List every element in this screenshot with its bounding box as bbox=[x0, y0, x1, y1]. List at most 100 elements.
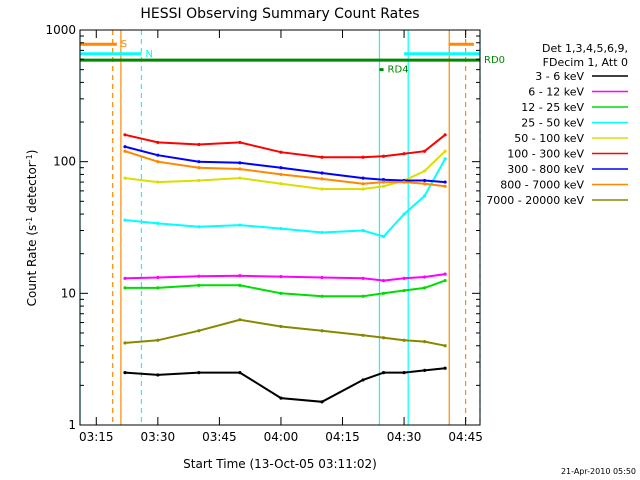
series-line bbox=[125, 279, 446, 298]
series-point bbox=[443, 149, 447, 153]
legend-item-label: 300 - 800 keV bbox=[507, 163, 584, 176]
series-point bbox=[381, 178, 386, 182]
x-tick-label: 03:30 bbox=[141, 430, 176, 444]
series-point bbox=[197, 142, 201, 147]
x-tick-label: 04:30 bbox=[387, 430, 422, 444]
y-tick-label: 1 bbox=[68, 418, 76, 432]
generation-date: 21-Apr-2010 05:50 bbox=[561, 467, 636, 476]
series-point bbox=[279, 166, 283, 170]
series-point bbox=[361, 333, 365, 337]
series-point bbox=[361, 294, 365, 298]
series-point bbox=[422, 182, 427, 186]
flag-label: S bbox=[121, 39, 127, 50]
y-axis-label-superscript: -1 bbox=[25, 154, 34, 162]
series-point bbox=[123, 133, 127, 137]
series-point bbox=[381, 180, 386, 184]
series-point bbox=[443, 272, 447, 276]
series-point bbox=[197, 166, 201, 170]
legend-header-line-1: Det 1,3,4,5,6,9, bbox=[542, 42, 628, 55]
series-point bbox=[123, 145, 127, 149]
series-point bbox=[422, 339, 427, 344]
series-point bbox=[443, 344, 447, 348]
series-line bbox=[124, 318, 446, 347]
series-point bbox=[156, 286, 160, 290]
legend-item-label: 25 - 50 keV bbox=[521, 117, 584, 130]
legend: Det 1,3,4,5,6,9, FDecim 1, Att 0 3 - 6 k… bbox=[486, 42, 628, 207]
x-tick-label: 04:15 bbox=[325, 430, 360, 444]
y-axis-label-part: detector bbox=[25, 162, 39, 217]
series-point bbox=[320, 329, 324, 333]
series-point bbox=[197, 329, 201, 333]
series-point bbox=[320, 400, 324, 404]
series-point bbox=[279, 227, 283, 231]
series-point bbox=[123, 276, 127, 280]
x-tick-label: 04:45 bbox=[448, 430, 483, 444]
legend-item-label: 800 - 7000 keV bbox=[500, 179, 584, 192]
series-point bbox=[361, 276, 365, 280]
series-point bbox=[238, 274, 242, 278]
series-point bbox=[381, 184, 386, 188]
series-point bbox=[422, 149, 427, 153]
series-point bbox=[402, 276, 406, 280]
series-line bbox=[124, 273, 446, 282]
series-point bbox=[156, 153, 160, 157]
series-point bbox=[197, 371, 201, 375]
series-point bbox=[361, 182, 365, 186]
legend-item-label: 7000 - 20000 keV bbox=[486, 194, 584, 207]
series-layer bbox=[123, 133, 447, 404]
series-point bbox=[443, 133, 447, 137]
series-point bbox=[156, 140, 160, 145]
series-point bbox=[123, 218, 127, 222]
series-point bbox=[156, 373, 160, 377]
series-point bbox=[422, 275, 427, 279]
series-point bbox=[279, 291, 283, 295]
series-point bbox=[238, 223, 242, 227]
series-point bbox=[197, 274, 201, 278]
series-point bbox=[123, 149, 127, 153]
series-point bbox=[279, 182, 283, 186]
series-point bbox=[156, 160, 160, 164]
series-point bbox=[381, 278, 386, 283]
series-point bbox=[422, 368, 427, 372]
legend-header-line-2: FDecim 1, Att 0 bbox=[543, 56, 628, 69]
series-line bbox=[124, 158, 446, 238]
series-point bbox=[320, 177, 324, 181]
series-point bbox=[320, 275, 324, 280]
series-point bbox=[320, 155, 324, 159]
legend-item-label: 6 - 12 keV bbox=[528, 86, 584, 99]
series-point bbox=[123, 371, 127, 375]
flag-layer: S N RD0 RD4 bbox=[80, 39, 505, 76]
series-point bbox=[361, 228, 365, 233]
series-point bbox=[279, 396, 283, 400]
series-point bbox=[320, 294, 324, 298]
series-point bbox=[381, 291, 386, 295]
series-point bbox=[422, 194, 427, 198]
series-point bbox=[402, 288, 406, 293]
series-point bbox=[381, 336, 386, 340]
series-point bbox=[361, 155, 365, 159]
series-point bbox=[279, 150, 283, 154]
series-point bbox=[279, 274, 283, 279]
series-point bbox=[123, 341, 127, 345]
y-axis-label: Count Rate (s-1 detector-1) bbox=[25, 150, 40, 307]
x-axis-label: Start Time (13-Oct-05 03:11:02) bbox=[183, 457, 377, 471]
tick-layer: 03:15 03:30 03:45 04:00 04:15 04:30 04:45 1 10 10… bbox=[45, 23, 482, 444]
x-tick-label: 04:00 bbox=[264, 430, 299, 444]
series-point bbox=[197, 225, 201, 229]
series-point bbox=[402, 152, 406, 156]
series-point bbox=[443, 157, 447, 161]
series-point bbox=[443, 180, 447, 184]
series-point bbox=[381, 371, 386, 375]
series-point bbox=[238, 176, 242, 180]
legend-item-label: 3 - 6 keV bbox=[535, 70, 584, 83]
series-point bbox=[156, 275, 160, 280]
plot-frame bbox=[79, 29, 481, 426]
legend-item-label: 50 - 100 keV bbox=[514, 132, 584, 145]
series-point bbox=[320, 230, 324, 235]
x-tick-label: 03:45 bbox=[202, 430, 237, 444]
series-point bbox=[156, 221, 160, 225]
series-line bbox=[124, 133, 446, 159]
legend-item-label: 100 - 300 keV bbox=[507, 148, 584, 161]
series-point bbox=[422, 286, 427, 290]
series-point bbox=[402, 338, 406, 342]
